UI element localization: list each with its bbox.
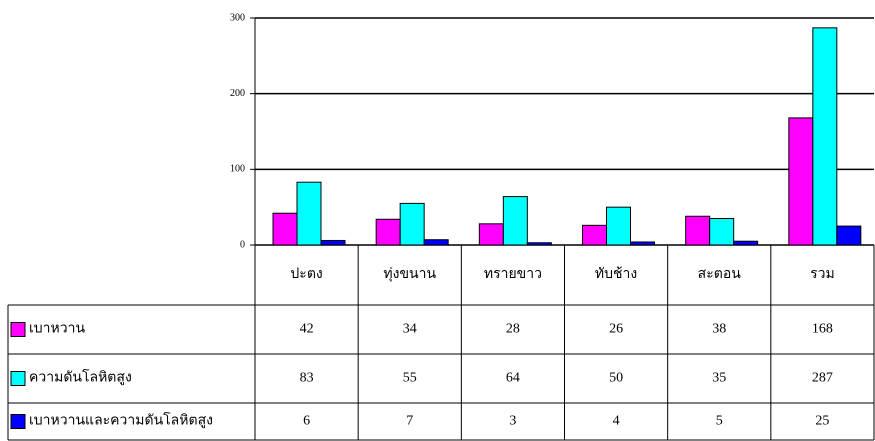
- bar: [296, 181, 322, 246]
- table-value: 35: [712, 371, 726, 386]
- table-value: 83: [300, 371, 314, 386]
- y-tick-label: 300: [230, 12, 245, 23]
- bar: [709, 218, 735, 246]
- x-tick-label: รวม: [810, 267, 835, 282]
- bar: [423, 239, 449, 246]
- bar: [502, 196, 528, 246]
- legend-label: ความดันโลหิตสูง: [29, 369, 132, 386]
- bar: [375, 218, 401, 246]
- table-value: 3: [509, 414, 516, 429]
- table-value: 4: [613, 414, 620, 429]
- bar: [812, 27, 838, 246]
- legend-label: เบาหวาน: [29, 322, 85, 337]
- bar: [836, 225, 862, 246]
- bar: [606, 206, 631, 246]
- x-tick-label: สะตอน: [698, 267, 742, 282]
- bar: [733, 240, 759, 246]
- bar: [788, 117, 814, 246]
- table-value: 7: [406, 414, 413, 429]
- x-tick-label: ทุ่งขนาน: [383, 267, 436, 282]
- table-value: 6: [303, 414, 310, 429]
- legend-key: [10, 322, 26, 337]
- table-value: 26: [609, 322, 623, 337]
- bar: [399, 202, 425, 246]
- y-tick-label: 0: [240, 239, 245, 250]
- bar: [630, 241, 655, 246]
- bar: [272, 212, 298, 246]
- table-value: 64: [506, 371, 520, 386]
- bar: [526, 242, 552, 246]
- x-tick-label: ปะตง: [290, 267, 322, 282]
- bar: [478, 223, 504, 246]
- table-value: 34: [403, 322, 417, 337]
- bar: [582, 224, 607, 246]
- table-value: 38: [712, 322, 726, 337]
- x-tick-label: ทับช้าง: [595, 266, 637, 282]
- table-value: 42: [300, 322, 314, 337]
- table-value: 55: [403, 371, 417, 386]
- legend-key: [10, 414, 26, 429]
- table-value: 287: [812, 371, 833, 386]
- y-tick-label: 100: [230, 164, 245, 175]
- table-value: 25: [815, 414, 829, 429]
- y-tick-label: 200: [230, 88, 245, 99]
- table-value: 168: [812, 322, 833, 337]
- table-value: 28: [506, 322, 520, 337]
- x-tick-label: ทรายขาว: [484, 267, 542, 282]
- bar: [320, 239, 346, 246]
- bar: [685, 215, 711, 246]
- legend-label: เบาหวานและความดันโลหิตสูง: [29, 412, 213, 429]
- table-value: 50: [609, 371, 623, 386]
- legend-key: [10, 371, 26, 386]
- table-value: 5: [716, 414, 723, 429]
